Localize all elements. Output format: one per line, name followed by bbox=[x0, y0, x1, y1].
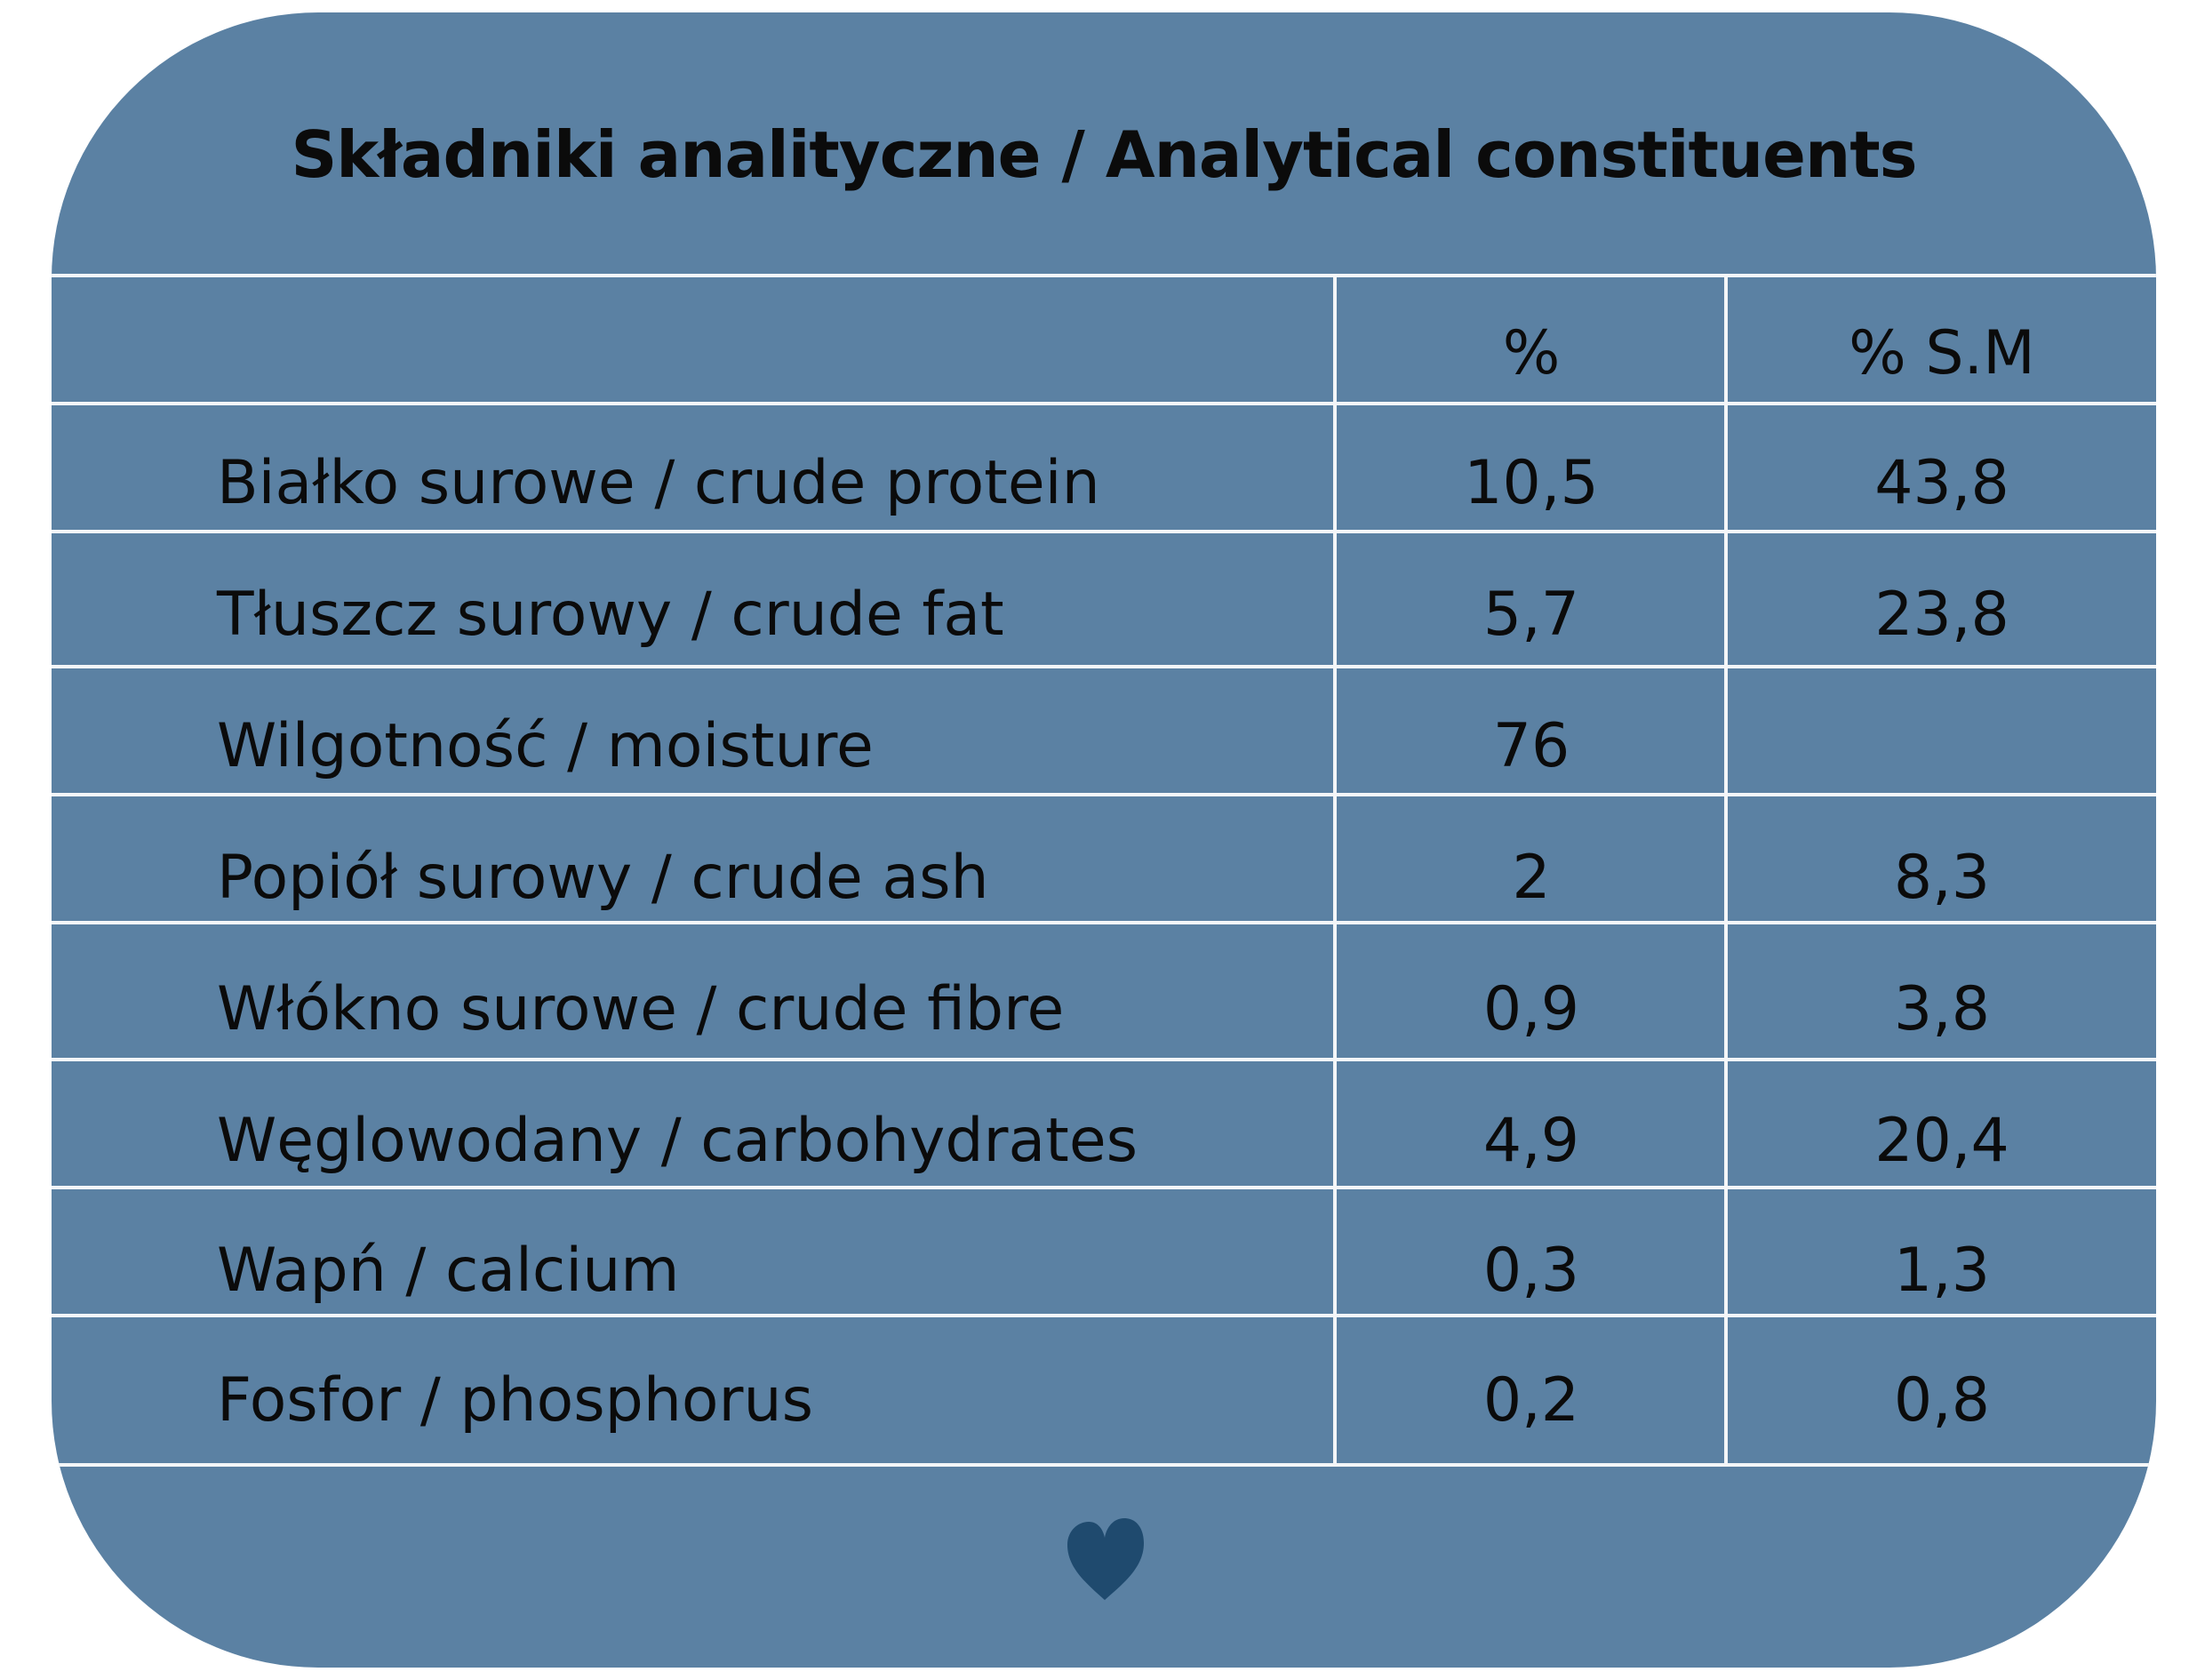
row-label: Włókno surowe / crude fibre bbox=[217, 974, 1065, 1044]
row-percent: 0,9 bbox=[1482, 974, 1580, 1044]
grid-line bbox=[52, 1058, 2156, 1061]
grid-line bbox=[52, 274, 2156, 277]
row-dry-matter: 8,3 bbox=[1893, 843, 1991, 913]
row-label: Węglowodany / carbohydrates bbox=[217, 1106, 1138, 1176]
grid-line bbox=[52, 402, 2156, 405]
row-percent: 10,5 bbox=[1464, 448, 1599, 518]
header-dry-matter: % S.M bbox=[1849, 318, 2035, 388]
row-label: Popiół surowy / crude ash bbox=[217, 843, 989, 913]
grid-line bbox=[52, 665, 2156, 668]
grid-line bbox=[52, 530, 2156, 533]
row-dry-matter: 1,3 bbox=[1893, 1236, 1991, 1306]
row-percent: 0,2 bbox=[1482, 1365, 1580, 1436]
row-label: Wapń / calcium bbox=[217, 1236, 680, 1306]
row-dry-matter: 3,8 bbox=[1893, 974, 1991, 1044]
table-title: Składniki analityczne / Analytical const… bbox=[291, 117, 1917, 192]
grid-line bbox=[52, 1314, 2156, 1317]
header-percent: % bbox=[1502, 318, 1561, 388]
heart-shape bbox=[1067, 1518, 1144, 1600]
row-dry-matter: 20,4 bbox=[1874, 1106, 2009, 1176]
grid-column-divider bbox=[1724, 276, 1728, 1467]
grid-line bbox=[52, 1186, 2156, 1189]
row-percent: 76 bbox=[1492, 711, 1570, 781]
row-percent: 5,7 bbox=[1482, 580, 1580, 650]
grid-line bbox=[52, 921, 2156, 924]
row-dry-matter: 0,8 bbox=[1893, 1365, 1991, 1436]
row-dry-matter: 43,8 bbox=[1874, 448, 2009, 518]
row-label: Białko surowe / crude protein bbox=[217, 448, 1100, 518]
grid-line bbox=[52, 793, 2156, 796]
row-label: Wilgotność / moisture bbox=[217, 711, 874, 781]
row-dry-matter: 23,8 bbox=[1874, 580, 2009, 650]
grid-column-divider bbox=[1333, 276, 1337, 1467]
row-label: Tłuszcz surowy / crude fat bbox=[217, 580, 1004, 650]
row-percent: 4,9 bbox=[1482, 1106, 1580, 1176]
row-percent: 2 bbox=[1512, 843, 1551, 913]
grid-line bbox=[52, 1463, 2156, 1467]
constituents-card: Składniki analityczne / Analytical const… bbox=[52, 12, 2156, 1668]
row-label: Fosfor / phosphorus bbox=[217, 1365, 814, 1436]
heart-icon bbox=[1067, 1518, 1144, 1600]
row-percent: 0,3 bbox=[1482, 1236, 1580, 1306]
